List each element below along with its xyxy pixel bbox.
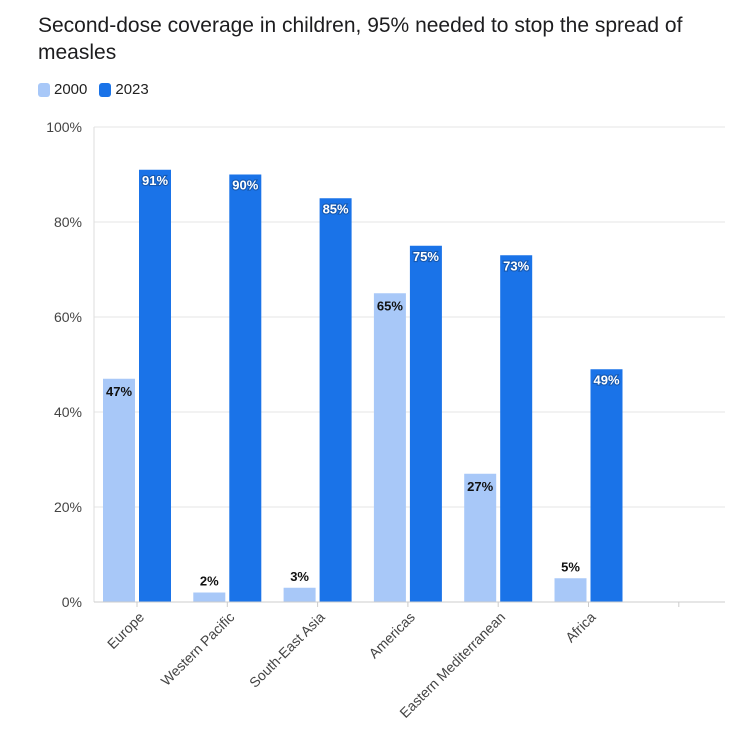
legend-swatch-2000 bbox=[38, 82, 50, 97]
data-label: 91% bbox=[142, 173, 168, 188]
bar-2000-eastern-mediterranean[interactable] bbox=[464, 473, 497, 602]
x-tick-label: Eastern Mediterranean bbox=[396, 609, 508, 721]
x-tick-label: Western Pacific bbox=[158, 609, 238, 689]
legend-item-2000[interactable]: 2000 bbox=[38, 81, 87, 98]
bar-2023-americas[interactable] bbox=[409, 245, 442, 602]
bar-2000-americas[interactable] bbox=[373, 293, 406, 602]
bar-2000-western-pacific[interactable] bbox=[193, 592, 226, 603]
data-label: 90% bbox=[232, 178, 258, 193]
x-tick-label: South-East Asia bbox=[246, 609, 328, 691]
data-label: 3% bbox=[290, 569, 309, 584]
x-tick-label: Americas bbox=[365, 609, 418, 662]
y-tick-label: 20% bbox=[54, 499, 82, 515]
legend-label-2023: 2023 bbox=[115, 81, 149, 98]
legend-label-2000: 2000 bbox=[54, 81, 88, 98]
y-tick-label: 0% bbox=[62, 594, 82, 610]
data-label: 73% bbox=[503, 258, 529, 273]
legend: 2000 2023 bbox=[38, 81, 149, 98]
data-label: 5% bbox=[561, 559, 580, 574]
data-label: 65% bbox=[377, 298, 403, 313]
bar-2023-eastern-mediterranean[interactable] bbox=[500, 255, 533, 602]
data-label: 75% bbox=[413, 249, 439, 264]
y-tick-label: 80% bbox=[54, 214, 82, 230]
y-tick-label: 40% bbox=[54, 404, 82, 420]
bar-2023-africa[interactable] bbox=[590, 369, 623, 602]
data-label: 27% bbox=[467, 479, 493, 494]
data-label: 49% bbox=[593, 372, 619, 387]
y-tick-label: 60% bbox=[54, 309, 82, 325]
bar-2023-south-east-asia[interactable] bbox=[319, 198, 352, 602]
legend-item-2023[interactable]: 2023 bbox=[99, 81, 149, 98]
bar-2023-europe[interactable] bbox=[139, 169, 171, 602]
data-label: 2% bbox=[200, 574, 219, 589]
bar-2023-western-pacific[interactable] bbox=[229, 174, 262, 603]
data-label: 47% bbox=[106, 384, 132, 399]
x-tick-label: Europe bbox=[104, 609, 147, 652]
legend-swatch-2023 bbox=[99, 82, 112, 97]
bar-2000-south-east-asia[interactable] bbox=[283, 587, 316, 602]
bar-2000-europe[interactable] bbox=[103, 378, 135, 602]
data-label: 85% bbox=[323, 201, 349, 216]
chart-title: Second-dose coverage in children, 95% ne… bbox=[38, 14, 683, 64]
x-tick-label: Africa bbox=[562, 609, 599, 646]
bar-2000-africa[interactable] bbox=[554, 578, 587, 602]
y-tick-label: 100% bbox=[46, 119, 82, 135]
